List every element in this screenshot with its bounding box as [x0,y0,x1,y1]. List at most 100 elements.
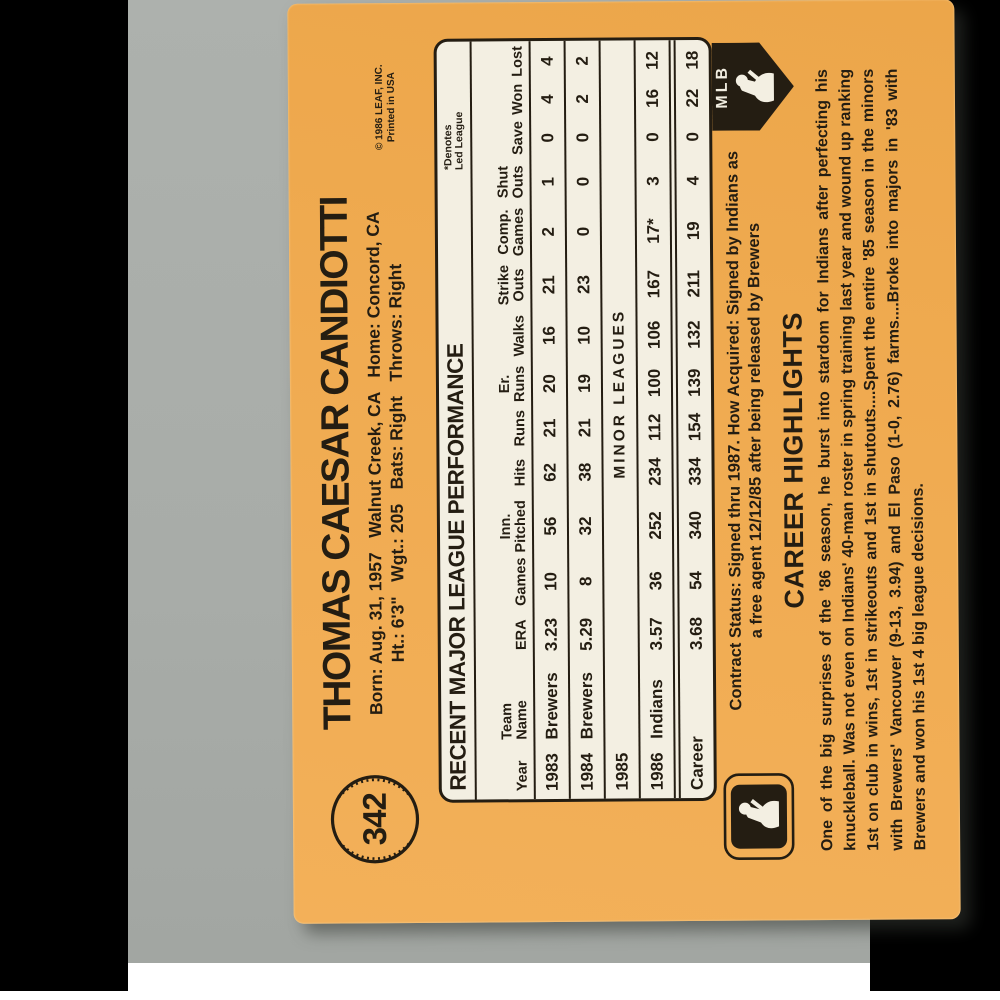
stats-cell: 21 [539,418,559,438]
stats-cell: 32 [575,516,595,536]
baseball-card-back: 342 THOMAS CAESAR CANDIOTTI Born: Aug. 3… [287,0,961,924]
stats-header-cell: ERA [513,619,530,651]
stats-cell: 132 [684,320,704,349]
led-league-note: *Denotes Led League [442,111,465,171]
stats-header-cell: Inn. Pitched [497,500,530,553]
stats-header-cell: Year [514,760,531,792]
stats-cell: 1983 [542,753,562,792]
stats-cell: 10 [540,571,560,592]
stats-cell: 4 [537,56,557,67]
stats-cell: 2 [572,94,592,104]
left-black-bar [0,0,128,991]
stats-cell: 54 [685,570,705,591]
stats-cell: 17* [643,218,663,244]
stats-header-cell: Won [509,83,527,115]
stats-header-cell: Walks [511,315,528,357]
stats-cell: Career [686,736,707,791]
stats-cell: 1984 [577,752,597,791]
stats-header-cell: Lost [509,46,526,77]
stats-header-cell: Comp. Games [495,207,528,257]
stats-cell: 21 [538,275,558,295]
mlbpa-logo [723,772,796,861]
stats-cell: 4 [537,94,557,104]
stats-row: Career 3.68 54 340 334 154 139 132 211 19 4 0 22 18 [668,39,714,799]
stats-cell: 38 [575,462,595,482]
stats-cell: 139 [684,368,704,397]
stats-cell: 2 [538,226,558,237]
stats-cell: 3.23 [541,617,561,652]
stats-cell: 0 [537,132,557,143]
minor-leagues-span: MINOR LEAGUES [609,308,629,479]
stats-cell: 18 [682,50,702,70]
stats-title-row: RECENT MAJOR LEAGUE PERFORMANCE *Denotes… [436,41,477,800]
scan-background: 342 THOMAS CAESAR CANDIOTTI Born: Aug. 3… [128,0,961,963]
stats-header-cell: Er. Runs [496,365,529,403]
stats-cell: 19 [683,221,703,241]
stats-cell: 23 [573,275,593,295]
stats-cell: 112 [644,413,664,442]
stats-row: 1985 MINOR LEAGUES [600,40,641,799]
stats-cell: 211 [683,270,703,298]
stats-cell: 0 [682,131,702,142]
stats-header-row: Year Team Name ERA Games Inn. Pitched Hits Run… [471,41,536,800]
stats-row: 1983 Brewers 3.23 10 56 62 21 20 16 21 2 1 0 4 4 [530,40,571,800]
batter-silhouette-icon [712,42,795,131]
stats-cell: 8 [575,576,595,587]
stats-cell [680,661,714,746]
stats-cell: 19 [574,373,594,393]
stats-header-cell: Runs [512,410,529,447]
stats-cell: Indians [646,679,666,739]
contract-status: Contract Status: Signed thru 1987. How A… [722,111,767,751]
player-name: THOMAS CAESAR CANDIOTTI [312,196,360,731]
stats-cell: 21 [574,418,594,438]
stats-cell: 3.57 [646,617,666,651]
card-number-baseball-icon: 342 [329,773,422,866]
stats-cell: 12 [642,50,662,71]
stats-cell: 234 [644,457,665,486]
stats-cell: 56 [540,516,560,536]
copyright-line-2: Printed in USA [385,72,397,143]
stats-row: 1984 Brewers 5.29 8 32 38 21 19 10 23 0 0 0 2 2 [565,40,606,799]
stats-cell: 0 [573,176,593,187]
stats-cell: 10 [574,325,594,345]
stats-row: 1986 Indians 3.57 36 252 234 112 100 106 167 17* 3 0… [636,40,674,798]
stats-cell: 1986 [647,752,667,791]
career-highlights-title: CAREER HIGHLIGHTS [777,311,810,609]
stats-cell: 0 [573,226,593,237]
stats-cell: 334 [684,457,705,486]
stats-cell: 62 [540,462,560,482]
stats-cell: 106 [644,320,664,350]
stats-cell: 22 [682,88,702,108]
copyright-block: © 1986 LEAF, INC. Printed in USA [374,39,398,175]
stats-cell: 0 [572,132,592,143]
stats-title: RECENT MAJOR LEAGUE PERFORMANCE [442,343,471,791]
mlb-logo: MLB [712,42,795,131]
stats-cell: 3 [643,176,663,186]
stats-cell: 0 [642,132,662,142]
stats-header-cell: Shut Outs [495,165,527,199]
stats-table: RECENT MAJOR LEAGUE PERFORMANCE *Denotes… [433,36,717,803]
stats-cell: 252 [645,511,665,540]
stats-cell: Brewers [576,672,596,740]
stats-cell: Brewers [541,672,561,740]
stats-cell: 100 [644,368,664,398]
copyright-line-1: © 1986 LEAF, INC. [373,64,386,151]
stats-header-cell: Team Name [499,700,531,740]
stats-cell: 1 [538,176,558,187]
stats-cell: 154 [684,412,704,442]
stats-cell: 167 [643,269,663,299]
stats-header-cell: Strike Outs [496,264,528,306]
stats-cell: 20 [539,374,559,394]
stats-cell: 2 [572,56,592,66]
stats-cell: 340 [685,510,705,540]
stats-cell: 16 [642,88,662,108]
stats-header-cell: Hits [512,458,529,487]
stats-cell: 1985 [612,752,632,791]
stats-cell: 5.29 [576,617,596,651]
stats-cell: 36 [645,571,665,591]
career-highlights-text: One of the big surprises of the '86 seas… [813,68,930,852]
stats-cell: 4 [683,175,703,186]
mlb-logo-text: MLB [713,64,732,109]
stats-header-cell: Save [510,120,527,155]
